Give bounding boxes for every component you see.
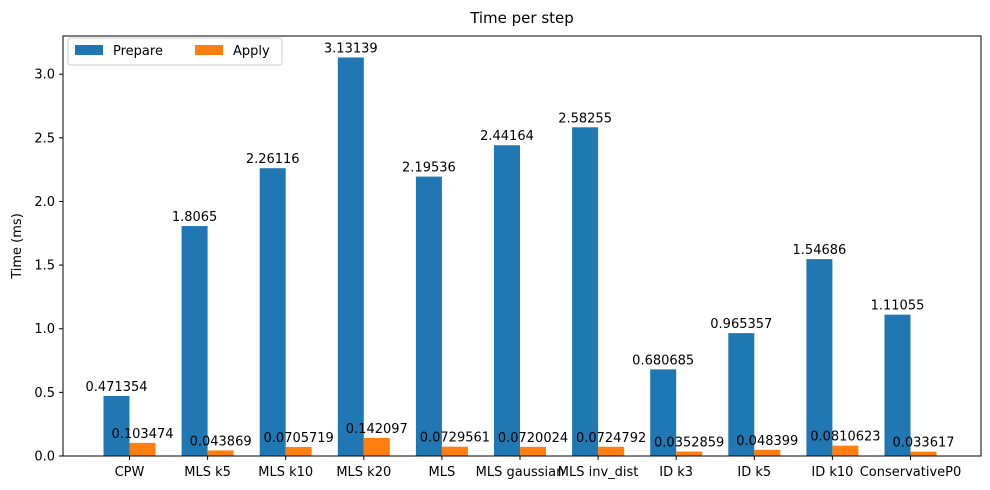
x-tick-label: ID k10 [811, 465, 853, 480]
bar-label-prepare: 1.54686 [793, 243, 847, 258]
bar-apply-id-k3 [676, 451, 703, 456]
bar-apply-id-k5 [754, 449, 781, 456]
bar-prepare-mls-inv-dist [572, 127, 599, 456]
bar-label-prepare: 2.58255 [558, 111, 612, 126]
bar-apply-conservativep0 [910, 451, 937, 456]
bar-label-apply: 0.048399 [736, 434, 798, 449]
bar-apply-mls-inv-dist [598, 446, 625, 456]
bar-label-prepare: 1.8065 [172, 210, 218, 225]
bar-apply-mls-k5 [207, 450, 234, 456]
bar-label-prepare: 2.19536 [402, 161, 456, 176]
y-tick-label: 1.0 [34, 322, 55, 337]
x-tick-label: MLS k20 [336, 465, 391, 480]
plot-frame [62, 35, 982, 457]
y-axis-label: Time (ms) [10, 213, 25, 280]
x-tick-label: MLS [429, 465, 456, 480]
legend-swatch-prepare [75, 45, 103, 55]
bar-label-apply: 0.103474 [111, 427, 173, 442]
bar-label-apply: 0.0724792 [576, 431, 646, 446]
x-tick-label: MLS inv_dist [558, 465, 639, 480]
bar-prepare-mls-k10 [259, 168, 286, 456]
bar-prepare-mls-k20 [337, 57, 364, 457]
bar-label-prepare: 0.965357 [710, 317, 772, 332]
y-tick-label: 3.0 [34, 68, 55, 83]
x-tick-label: MLS k5 [184, 465, 231, 480]
bar-apply-cpw [129, 442, 156, 456]
bar-prepare-conservativep0 [884, 314, 911, 456]
x-tick-label: CPW [115, 465, 145, 480]
bar-label-prepare: 0.471354 [85, 380, 147, 395]
y-tick-label: 2.0 [34, 195, 55, 210]
y-axis-ticks: 0.0 0.5 1.0 1.5 2.0 2.5 3.0 [34, 68, 63, 465]
bar-prepare-id-k5 [728, 333, 755, 456]
bar-apply-mls-k20 [363, 437, 390, 456]
bar-apply-id-k10 [832, 445, 859, 456]
bar-label-prepare: 2.26116 [246, 152, 300, 167]
bar-label-apply: 0.0720024 [498, 431, 568, 446]
bar-prepare-cpw [103, 396, 130, 456]
bar-prepare-mls-k5 [181, 226, 208, 456]
bar-label-prepare: 1.11055 [871, 299, 925, 314]
bar-label-prepare: 3.13139 [324, 41, 378, 56]
y-tick-label: 0.5 [34, 386, 55, 401]
legend-swatch-apply [195, 45, 223, 55]
y-tick-label: 0.0 [34, 450, 55, 465]
bar-value-labels: 0.471354 0.103474 1.8065 0.043869 2.26116 0.0… [85, 41, 954, 450]
bar-prepare-id-k10 [806, 259, 833, 456]
bar-prepare-id-k3 [650, 369, 677, 456]
x-tick-label: ConservativeP0 [860, 465, 962, 480]
bar-label-apply: 0.0705719 [264, 431, 334, 446]
bar-label-apply: 0.142097 [346, 422, 408, 437]
bar-label-apply: 0.0810623 [810, 430, 880, 445]
bar-label-apply: 0.0352859 [654, 436, 724, 451]
x-tick-label: MLS k10 [258, 465, 313, 480]
bar-prepare-mls [415, 176, 442, 456]
legend-label-prepare: Prepare [113, 44, 163, 59]
legend-box [67, 37, 283, 66]
legend-label-apply: Apply [233, 44, 270, 59]
bar-label-prepare: 0.680685 [632, 353, 694, 368]
x-axis-ticks: CPW MLS k5 MLS k10 MLS k20 MLS MLS gaussianML… [115, 456, 962, 480]
chart-title: Time per step [469, 9, 574, 27]
bar-label-apply: 0.043869 [190, 434, 252, 449]
bar-apply-mls-gaussian [520, 446, 546, 456]
bar-apply-mls-k10 [285, 447, 312, 456]
y-tick-label: 2.5 [34, 131, 55, 146]
legend: Prepare Apply [67, 37, 283, 66]
x-tick-label: ID k5 [737, 465, 771, 480]
bars-layer [103, 57, 937, 457]
bar-apply-mls [441, 446, 468, 456]
bar-label-prepare: 2.44164 [480, 129, 534, 144]
x-tick-label: MLS gaussian [476, 465, 565, 480]
bar-prepare-mls-gaussian [494, 145, 520, 456]
x-tick-label: ID k3 [659, 465, 693, 480]
y-tick-label: 1.5 [34, 259, 55, 274]
bar-label-apply: 0.033617 [892, 436, 954, 451]
bar-label-apply: 0.0729561 [420, 431, 490, 446]
